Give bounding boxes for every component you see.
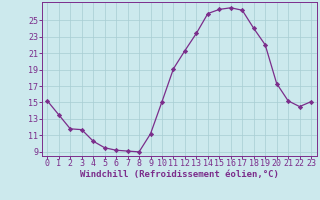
X-axis label: Windchill (Refroidissement éolien,°C): Windchill (Refroidissement éolien,°C) [80,170,279,179]
